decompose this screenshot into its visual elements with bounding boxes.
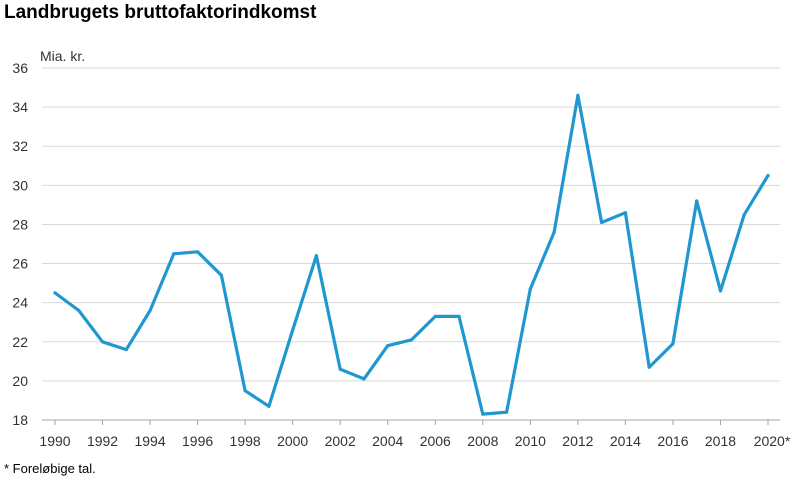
y-tick-label: 32 bbox=[12, 138, 28, 154]
data-point bbox=[457, 314, 461, 318]
data-point bbox=[196, 250, 200, 254]
x-tick-label: 2002 bbox=[325, 433, 356, 449]
data-point bbox=[647, 365, 651, 369]
data-point bbox=[766, 173, 770, 178]
data-point bbox=[742, 213, 746, 217]
x-tick-label: 1990 bbox=[39, 433, 70, 449]
y-tick-label: 34 bbox=[12, 99, 28, 115]
data-point bbox=[243, 389, 247, 393]
data-point bbox=[314, 254, 319, 258]
data-point bbox=[600, 220, 604, 225]
x-tick-label: 2020* bbox=[754, 433, 791, 449]
data-point bbox=[148, 308, 152, 313]
x-tick-label: 2008 bbox=[467, 433, 498, 449]
data-point bbox=[100, 340, 105, 344]
chart-title: Landbrugets bruttofaktorindkomst bbox=[4, 2, 317, 23]
y-tick-label: 36 bbox=[12, 60, 28, 76]
data-point bbox=[291, 328, 295, 332]
y-axis-ticks: 18 20 22 24 26 28 30 32 34 36 bbox=[12, 60, 28, 428]
data-point bbox=[671, 342, 675, 346]
data-point bbox=[481, 412, 485, 416]
footnote: * Foreløbige tal. bbox=[4, 461, 96, 476]
x-tick-label: 1998 bbox=[230, 433, 261, 449]
data-point bbox=[576, 93, 580, 97]
y-tick-label: 24 bbox=[12, 295, 28, 311]
series-line bbox=[53, 93, 770, 416]
x-tick-label: 2006 bbox=[420, 433, 451, 449]
data-point bbox=[53, 291, 57, 295]
y-tick-label: 18 bbox=[12, 412, 28, 428]
data-point bbox=[124, 348, 128, 352]
x-tick-label: 2010 bbox=[515, 433, 546, 449]
data-point bbox=[718, 289, 723, 293]
data-point bbox=[338, 367, 342, 371]
data-point bbox=[623, 211, 628, 215]
gridlines bbox=[42, 67, 780, 421]
data-point bbox=[552, 230, 556, 234]
data-point bbox=[77, 308, 81, 313]
x-tick-label: 2016 bbox=[657, 433, 688, 449]
data-series bbox=[53, 93, 770, 416]
x-tick-label: 1992 bbox=[87, 433, 118, 449]
x-tick-label: 2000 bbox=[277, 433, 308, 449]
data-point bbox=[386, 344, 390, 348]
y-tick-label: 20 bbox=[12, 373, 28, 389]
y-tick-label: 30 bbox=[12, 177, 28, 193]
data-point bbox=[219, 273, 223, 277]
y-tick-label: 28 bbox=[12, 216, 28, 232]
x-tick-label: 2012 bbox=[562, 433, 593, 449]
data-point bbox=[409, 338, 414, 342]
data-point bbox=[362, 377, 366, 381]
x-axis-ticks: 1990 1992 1994 1996 1998 2000 2002 2004 2006 2008… bbox=[39, 420, 791, 449]
data-point bbox=[528, 287, 532, 291]
y-tick-label: 26 bbox=[12, 256, 28, 272]
data-point bbox=[504, 410, 509, 414]
x-tick-label: 1994 bbox=[134, 433, 165, 449]
y-axis-label: Mia. kr. bbox=[40, 48, 85, 64]
x-tick-label: 2004 bbox=[372, 433, 403, 449]
data-point bbox=[267, 404, 271, 408]
data-point bbox=[695, 199, 699, 203]
x-tick-label: 1996 bbox=[182, 433, 213, 449]
x-tick-label: 2014 bbox=[610, 433, 641, 449]
data-point bbox=[433, 314, 437, 318]
data-point bbox=[172, 252, 176, 256]
y-tick-label: 22 bbox=[12, 334, 28, 350]
x-tick-label: 2018 bbox=[705, 433, 736, 449]
